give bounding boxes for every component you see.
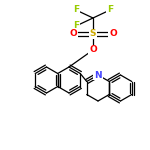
Text: N: N xyxy=(94,70,102,80)
Text: O: O xyxy=(69,30,77,39)
Text: O: O xyxy=(109,30,117,39)
Text: F: F xyxy=(73,6,79,15)
Text: F: F xyxy=(107,6,113,15)
Text: O: O xyxy=(89,45,97,54)
Text: S: S xyxy=(90,30,96,39)
Text: F: F xyxy=(73,21,79,30)
